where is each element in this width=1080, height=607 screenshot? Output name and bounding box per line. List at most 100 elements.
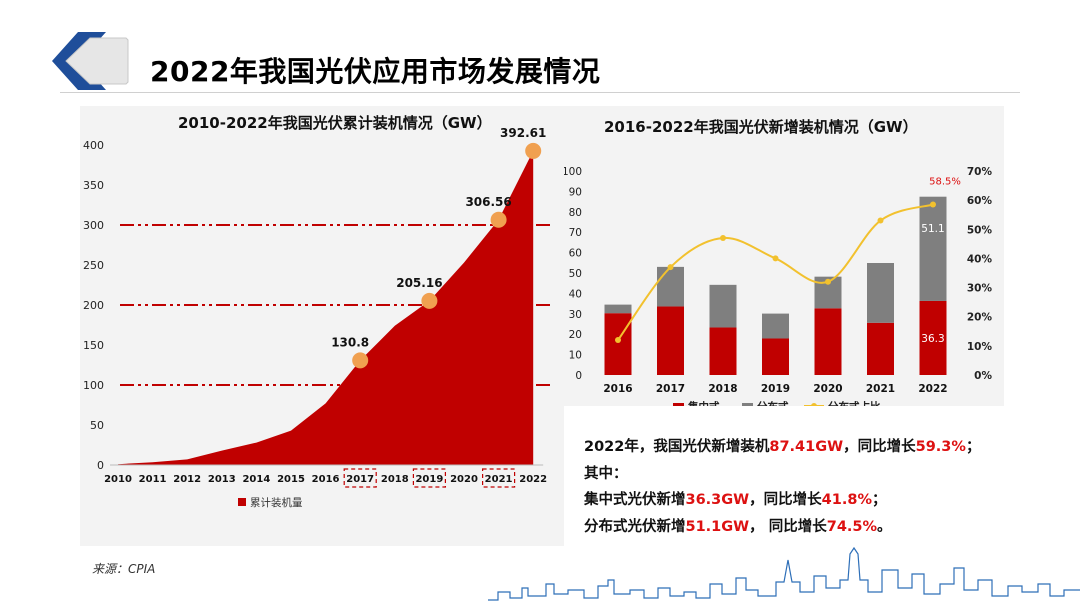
x-tick-label: 2013 bbox=[208, 474, 236, 485]
legend-swatch-centralized bbox=[673, 403, 684, 406]
summary-text: 2022年，我国光伏新增装机87.41GW，同比增长59.3%； 其中： 集中式… bbox=[584, 434, 980, 540]
y-tick-label: 20 bbox=[569, 329, 582, 341]
data-label-share: 58.5% bbox=[929, 177, 961, 188]
bar-distributed bbox=[919, 196, 947, 301]
summary-line-4: 分布式光伏新增51.1GW， 同比增长74.5%。 bbox=[584, 518, 892, 535]
x-tick-label: 2011 bbox=[139, 474, 167, 485]
data-label-distributed: 51.1 bbox=[921, 223, 944, 235]
point-value-label: 392.61 bbox=[500, 126, 546, 140]
y-tick-label: 250 bbox=[83, 259, 104, 272]
y-tick-label: 10 bbox=[569, 350, 582, 362]
share-point bbox=[772, 255, 779, 262]
y2-tick-label: 0% bbox=[974, 370, 992, 382]
highlight-point bbox=[490, 211, 507, 228]
y-tick-label: 300 bbox=[83, 219, 104, 232]
bar-centralized bbox=[814, 308, 842, 375]
city-skyline-decoration bbox=[488, 546, 1080, 601]
share-point bbox=[720, 235, 726, 242]
bar-centralized bbox=[604, 313, 632, 375]
y-tick-label: 350 bbox=[83, 179, 104, 192]
point-value-label: 130.8 bbox=[331, 335, 369, 349]
y-tick-label: 50 bbox=[90, 419, 104, 432]
cumulative-area bbox=[118, 150, 534, 466]
legend-swatch-share-dot bbox=[811, 403, 817, 406]
x-tick-label: 2019 bbox=[761, 383, 790, 395]
y-tick-label: 100 bbox=[564, 166, 582, 178]
legend-label: 累计装机量 bbox=[250, 496, 303, 509]
x-tick-label: 2018 bbox=[708, 383, 737, 395]
cumulative-chart-panel: 2010-2022年我国光伏累计装机情况（GW） 0 50 100 150 200 250… bbox=[80, 106, 564, 546]
y2-tick-label: 20% bbox=[967, 312, 993, 324]
y2-tick-label: 40% bbox=[967, 253, 993, 265]
x-tick-label: 2010 bbox=[104, 474, 132, 485]
y-tick-label: 80 bbox=[569, 207, 582, 219]
x-tick-label: 2016 bbox=[312, 474, 340, 485]
source-note: 来源：CPIA bbox=[92, 562, 156, 576]
x-label-highlight-box bbox=[412, 468, 446, 488]
bar-distributed bbox=[657, 266, 684, 307]
page-title: 2022年我国光伏应用市场发展情况 bbox=[150, 55, 601, 88]
x-tick-label: 2018 bbox=[381, 474, 409, 485]
logo-icon bbox=[52, 32, 129, 90]
x-tick-label: 2021 bbox=[866, 383, 895, 395]
share-point bbox=[930, 201, 936, 208]
x-tick-label: 2022 bbox=[519, 474, 547, 485]
legend-swatch bbox=[238, 498, 246, 506]
highlight-point bbox=[421, 292, 438, 309]
highlight-point bbox=[352, 352, 369, 369]
y2-tick-label: 50% bbox=[967, 224, 993, 236]
summary-line-1: 2022年，我国光伏新增装机87.41GW，同比增长59.3%； bbox=[584, 439, 981, 455]
legend-label-centralized: 集中式 bbox=[687, 400, 720, 406]
x-tick-label: 2017 bbox=[346, 474, 374, 485]
y-tick-label: 400 bbox=[83, 139, 104, 152]
y-tick-label: 200 bbox=[83, 299, 104, 312]
legend-swatch-distributed bbox=[742, 403, 753, 406]
y-tick-label: 0 bbox=[575, 370, 582, 382]
bar-centralized bbox=[709, 327, 737, 375]
summary-line-3: 集中式光伏新增36.3GW，同比增长41.8%； bbox=[584, 492, 887, 508]
bar-distributed bbox=[867, 263, 894, 323]
bar-distributed bbox=[762, 313, 789, 339]
x-tick-label: 2016 bbox=[603, 383, 632, 395]
y-tick-label: 70 bbox=[569, 227, 582, 239]
bar-centralized bbox=[657, 306, 684, 375]
y-tick-label: 0 bbox=[97, 459, 104, 472]
cumulative-chart-title: 2010-2022年我国光伏累计装机情况（GW） bbox=[178, 114, 492, 132]
bar-centralized bbox=[919, 300, 947, 375]
title-divider bbox=[60, 92, 1020, 93]
y-tick-label: 30 bbox=[569, 309, 582, 321]
y2-tick-label: 60% bbox=[967, 195, 993, 207]
y-tick-label: 50 bbox=[569, 268, 582, 280]
bar-distributed bbox=[604, 304, 632, 314]
x-tick-label: 2017 bbox=[656, 383, 685, 395]
share-point bbox=[667, 264, 674, 271]
data-label-centralized: 36.3 bbox=[921, 333, 944, 345]
y-tick-label: 150 bbox=[83, 339, 104, 352]
bar-centralized bbox=[762, 338, 789, 375]
x-tick-label: 2019 bbox=[415, 474, 443, 485]
share-point bbox=[825, 278, 831, 285]
highlight-point bbox=[525, 142, 542, 159]
y-tick-label: 60 bbox=[569, 248, 582, 260]
new-installation-chart-panel: 2016-2022年我国光伏新增装机情况（GW） 0 10 20 30 40 50 60 70… bbox=[564, 106, 1004, 406]
new-installation-bar-chart: 0 10 20 30 40 50 60 70 80 90 100 0% 10% 20% 30% 40% 50% 6… bbox=[564, 166, 993, 406]
y2-tick-label: 30% bbox=[967, 283, 993, 295]
bar-centralized bbox=[867, 322, 894, 375]
x-label-highlight-box bbox=[482, 468, 516, 488]
x-tick-label: 2021 bbox=[485, 474, 513, 485]
x-tick-label: 2022 bbox=[918, 383, 947, 395]
y2-tick-label: 10% bbox=[967, 341, 993, 353]
x-tick-label: 2020 bbox=[450, 474, 478, 485]
cumulative-area-chart: 0 50 100 150 200 250 300 350 400 2010 2011 2012 2013… bbox=[83, 126, 552, 509]
share-point bbox=[615, 337, 621, 344]
point-value-label: 205.16 bbox=[396, 276, 442, 290]
summary-line-2: 其中： bbox=[584, 465, 628, 482]
legend-label-distributed: 分布式 bbox=[757, 400, 789, 406]
point-value-label: 306.56 bbox=[465, 195, 511, 209]
x-tick-label: 2020 bbox=[813, 383, 842, 395]
share-point bbox=[877, 217, 884, 224]
new-installation-chart-title: 2016-2022年我国光伏新增装机情况（GW） bbox=[604, 118, 918, 136]
bar-distributed bbox=[709, 284, 737, 328]
y2-tick-label: 70% bbox=[967, 166, 993, 178]
x-tick-label: 2014 bbox=[242, 474, 270, 485]
